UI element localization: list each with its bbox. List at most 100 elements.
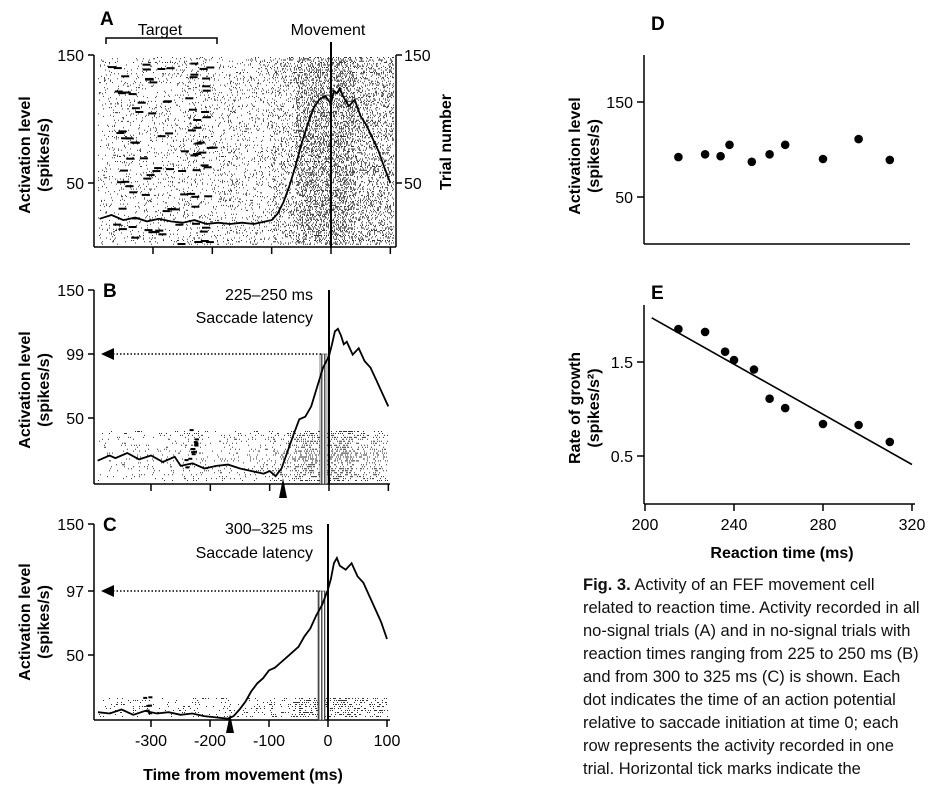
panel-a-letter: A (100, 9, 114, 30)
panel-c-ylabel-line2: (spikes/s) (36, 585, 53, 659)
panel-e-xtick-200: 200 (632, 517, 659, 534)
panel-c-xtick-0: 0 (324, 733, 333, 750)
panel-e-points (674, 324, 895, 447)
panel-b-activation-line (97, 327, 390, 478)
panel-d-point (725, 140, 734, 150)
panel-e-xtick-240: 240 (721, 517, 748, 534)
panel-a-ylabel-right: Trial number (438, 94, 455, 190)
panel-e-xtick-320: 320 (899, 517, 926, 534)
panel-e-point (885, 437, 895, 447)
panel-b-ylabel-line1: Activation level (17, 331, 34, 448)
panel-e-point (720, 347, 730, 357)
panel-d-point (765, 150, 774, 159)
panel-d-ytick-150: 150 (606, 95, 633, 112)
panel-e-point (780, 403, 790, 413)
panel-e-letter: E (651, 283, 664, 304)
panel-e-x-ticks: 200 240 280 320 (632, 504, 926, 534)
panel-c-ytick-50: 50 (66, 648, 84, 665)
panel-e-y-ticks: 1.5 0.5 (611, 355, 644, 466)
panel-e: 1.5 0.5 200 240 280 320 E Rate of growth… (567, 283, 925, 562)
panel-e-xtick-280: 280 (810, 517, 837, 534)
panel-c-xtick-minus200: -200 (194, 733, 226, 750)
panel-e-point (818, 419, 828, 429)
figure-caption: Fig. 3. Activity of an FEF movement cell… (583, 574, 925, 789)
panel-b-letter: B (103, 281, 117, 302)
panel-a-right-tick-50: 50 (404, 176, 422, 193)
panel-c-x-ticks: -300 -200 -100 0 100 (135, 720, 400, 750)
panel-a-y-ticks: 150 50 (57, 48, 94, 193)
panel-b-ylabel-line2: (spikes/s) (36, 353, 53, 427)
panel-e-ylabel-line2: (spikes/s²) (586, 368, 603, 447)
panel-d-ytick-50: 50 (615, 190, 633, 207)
panel-e-point (854, 420, 863, 430)
panel-e-ytick-0-5: 0.5 (611, 449, 633, 466)
panel-b-ytick-150: 150 (57, 283, 84, 300)
panel-d-point (747, 157, 757, 167)
panel-c-activation-line (97, 555, 388, 720)
panel-d-point (716, 151, 725, 161)
panel-e-point (674, 324, 683, 334)
panel-e-point (765, 394, 774, 404)
panel-a-ytick-150: 150 (57, 48, 84, 65)
panel-c-y-ticks: 150 97 50 (57, 517, 94, 665)
panel-e-fit-line (651, 317, 913, 466)
panel-a-right-ticks: 150 50 (396, 48, 431, 193)
panel-b-threshold-arrow (101, 348, 114, 360)
panel-c-xtick-minus300: -300 (135, 733, 167, 750)
panel-c-xtick-minus100: -100 (253, 733, 285, 750)
panel-b-latency-label: Saccade latency (196, 310, 313, 327)
panel-a-ylabel-line1: Activation level (17, 96, 34, 213)
caption-fig-label: Fig. 3. (583, 576, 631, 594)
panel-a-ylabel-line2: (spikes/s) (36, 118, 53, 192)
panel-c-xlabel: Time from movement (ms) (143, 767, 343, 784)
panel-a-x-ticks (152, 247, 392, 254)
panel-e-ytick-1-5: 1.5 (611, 355, 633, 372)
panel-e-ylabel-line1: Rate of growth (567, 352, 584, 464)
panel-d-ylabel-line1: Activation level (567, 97, 584, 214)
panel-e-point (700, 327, 710, 337)
panel-e-point (749, 365, 759, 374)
panel-c-raster (99, 698, 388, 717)
panel-c-latency-band (317, 590, 326, 721)
panel-a-ytick-50: 50 (66, 176, 84, 193)
panel-d-point (854, 134, 863, 144)
panel-c-xtick-100: 100 (374, 733, 401, 750)
panel-a-target-bracket (105, 37, 218, 44)
panel-b-ytick-50: 50 (66, 411, 84, 428)
panel-c-ytick-97: 97 (66, 584, 84, 601)
panel-c: -300 -200 -100 0 100 150 97 50 C 300–325… (17, 515, 400, 784)
panel-b-range-label: 225–250 ms (225, 287, 313, 304)
panel-c-threshold-arrow (101, 585, 114, 597)
panel-d-y-ticks: 150 50 (606, 95, 644, 207)
panel-d-point (674, 152, 683, 162)
panel-b-raster (98, 431, 388, 481)
panel-d-letter: D (651, 14, 665, 35)
panel-c-ylabel-line1: Activation level (17, 563, 34, 680)
panel-c-letter: C (103, 515, 117, 536)
panel-a-right-tick-150: 150 (404, 48, 431, 65)
panel-d-point (700, 150, 710, 159)
panel-d-point (780, 140, 790, 150)
panel-c-latency-marker (226, 714, 234, 733)
panel-d: 150 50 D Activation level (spikes/s) (567, 14, 910, 245)
panel-b-target-ticks (184, 429, 199, 469)
panel-b-latency-marker (279, 478, 287, 498)
panel-c-latency-label: Saccade latency (196, 545, 313, 562)
panel-b: 150 99 50 B 225–250 ms Saccade latency A… (17, 281, 390, 498)
panel-b-latency-band (319, 353, 328, 485)
panel-b-x-ticks (150, 484, 390, 491)
panel-a-raster (98, 57, 394, 245)
panel-a: 150 50 150 50 A Target Movement Activati… (17, 9, 455, 254)
panel-c-ytick-150: 150 (57, 517, 84, 534)
panel-e-point (729, 355, 739, 365)
panel-a-target-label: Target (138, 22, 183, 39)
panel-d-point (818, 154, 828, 164)
panel-d-points (674, 134, 895, 167)
panel-a-movement-label: Movement (291, 22, 366, 39)
panel-b-y-ticks: 150 99 50 (57, 283, 94, 428)
panel-c-range-label: 300–325 ms (225, 521, 313, 538)
panel-a-target-ticks (108, 62, 218, 245)
caption-text: Activity of an FEF movement cell related… (583, 576, 920, 778)
panel-a-activation-line (99, 86, 392, 225)
